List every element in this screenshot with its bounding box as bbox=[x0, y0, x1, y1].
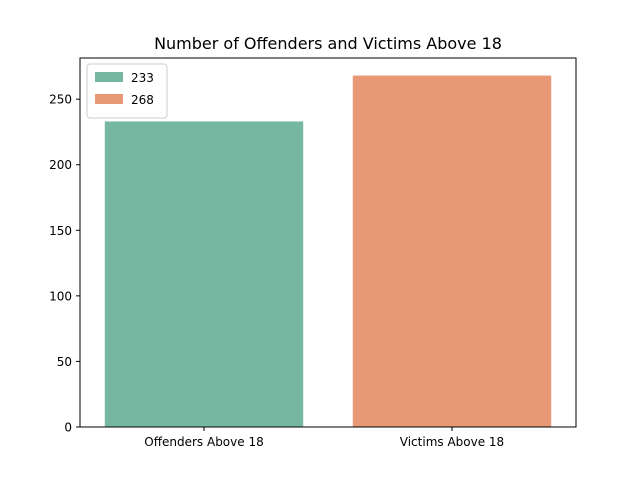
y-tick-label: 100 bbox=[49, 289, 72, 303]
legend-swatch bbox=[95, 72, 123, 82]
x-tick-label: Victims Above 18 bbox=[400, 435, 504, 449]
y-tick-label: 150 bbox=[49, 224, 72, 238]
legend-label: 268 bbox=[131, 93, 154, 107]
bar-victims-above-18 bbox=[352, 75, 552, 428]
y-tick-label: 200 bbox=[49, 158, 72, 172]
legend: 233 268 bbox=[86, 63, 168, 119]
x-tick-label: Offenders Above 18 bbox=[144, 435, 263, 449]
axes-layer: Offenders Above 18 Victims Above 18 0 50 100… bbox=[49, 57, 577, 449]
bars-layer bbox=[104, 75, 552, 428]
y-tick-label: 250 bbox=[49, 93, 72, 107]
legend-swatch bbox=[95, 94, 123, 104]
plot-frame bbox=[79, 57, 577, 428]
y-tick-label: 50 bbox=[57, 355, 72, 369]
bar-offenders-above-18 bbox=[104, 121, 304, 427]
legend-label: 233 bbox=[131, 71, 154, 85]
y-tick-label: 0 bbox=[64, 421, 72, 435]
chart-title: Number of Offenders and Victims Above 18 bbox=[154, 34, 502, 53]
